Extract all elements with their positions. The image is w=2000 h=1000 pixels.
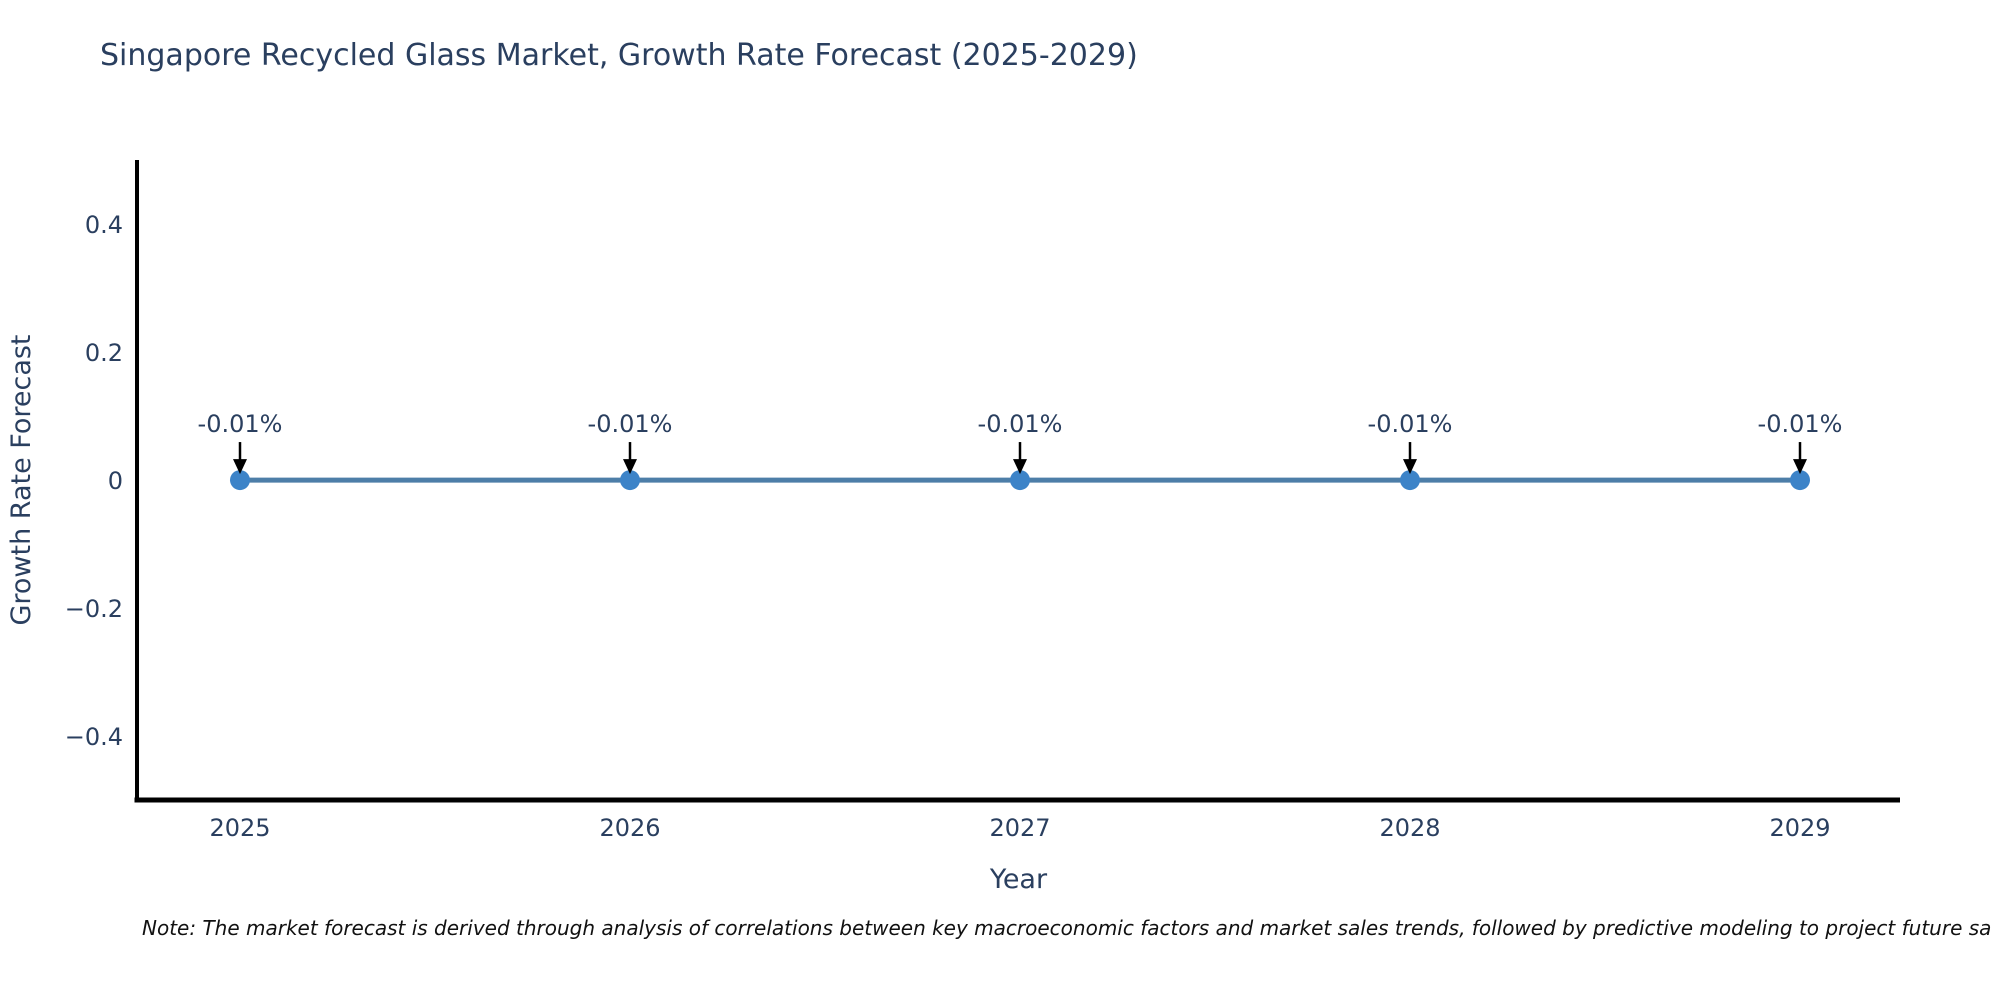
x-tick-label: 2026: [599, 814, 660, 842]
annotation-arrowhead-icon: [1403, 459, 1417, 475]
chart-title: Singapore Recycled Glass Market, Growth …: [100, 38, 1138, 73]
data-point: [1790, 470, 1810, 491]
annotation-label: -0.01%: [978, 410, 1063, 438]
y-tick-label: −0.2: [65, 595, 123, 623]
x-tick-label: 2025: [209, 814, 270, 842]
x-tick-label: 2028: [1379, 814, 1440, 842]
annotation-label: -0.01%: [1368, 410, 1453, 438]
y-tick-label: 0: [108, 467, 123, 495]
annotation-label: -0.01%: [588, 410, 673, 438]
footnote: Note: The market forecast is derived thr…: [142, 916, 1992, 940]
data-point: [1400, 470, 1420, 491]
y-tick-label: 0.2: [85, 339, 123, 367]
x-axis-title: Year: [989, 864, 1048, 895]
annotation-arrowhead-icon: [1793, 459, 1807, 475]
annotation-arrowhead-icon: [1013, 459, 1027, 475]
annotation-arrowhead-icon: [233, 459, 247, 475]
y-tick-label: −0.4: [65, 723, 123, 751]
data-point: [620, 470, 640, 491]
x-tick-label: 2027: [989, 814, 1050, 842]
y-axis-title: Growth Rate Forecast: [6, 334, 37, 625]
annotation-arrowhead-icon: [623, 459, 637, 475]
x-tick-label: 2029: [1769, 814, 1830, 842]
y-tick-label: 0.4: [85, 211, 123, 239]
data-point: [1010, 470, 1030, 491]
data-point: [230, 470, 250, 491]
annotation-label: -0.01%: [1758, 410, 1843, 438]
annotation-label: -0.01%: [198, 410, 283, 438]
